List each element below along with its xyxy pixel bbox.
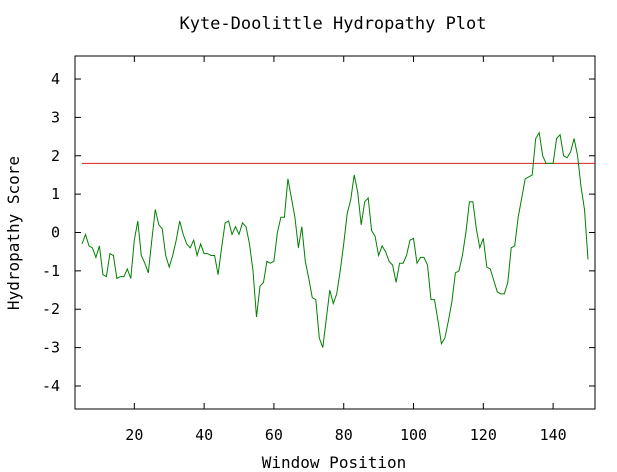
axis-ticks: 20 40 60 80 100 120 140 -4 -3 -2 -1 0 1 2 3 4 — [42, 56, 595, 444]
x-axis-title: Window Position — [262, 453, 407, 472]
y-tick-label: 2 — [51, 147, 60, 165]
x-tick-label: 100 — [400, 426, 427, 444]
y-tick-label: -2 — [42, 300, 60, 318]
plot-marks — [81, 131, 595, 348]
y-axis-title: Hydropathy Score — [4, 156, 23, 310]
x-tick-label: 140 — [540, 426, 567, 444]
x-tick-label: 40 — [195, 426, 213, 444]
y-tick-label: 4 — [51, 70, 60, 88]
y-tick-label: -4 — [42, 377, 60, 395]
x-tick-label: 20 — [125, 426, 143, 444]
x-tick-label: 80 — [335, 426, 353, 444]
y-tick-label: 0 — [51, 224, 60, 242]
x-tick-label: 120 — [470, 426, 497, 444]
y-tick-label: -3 — [42, 339, 60, 357]
chart-title: Kyte-Doolittle Hydropathy Plot — [179, 14, 486, 34]
y-tick-label: -1 — [42, 262, 60, 280]
x-tick-label: 60 — [265, 426, 283, 444]
hydropathy-series-line — [81, 131, 589, 348]
y-tick-label: 1 — [51, 185, 60, 203]
y-tick-label: 3 — [51, 108, 60, 126]
